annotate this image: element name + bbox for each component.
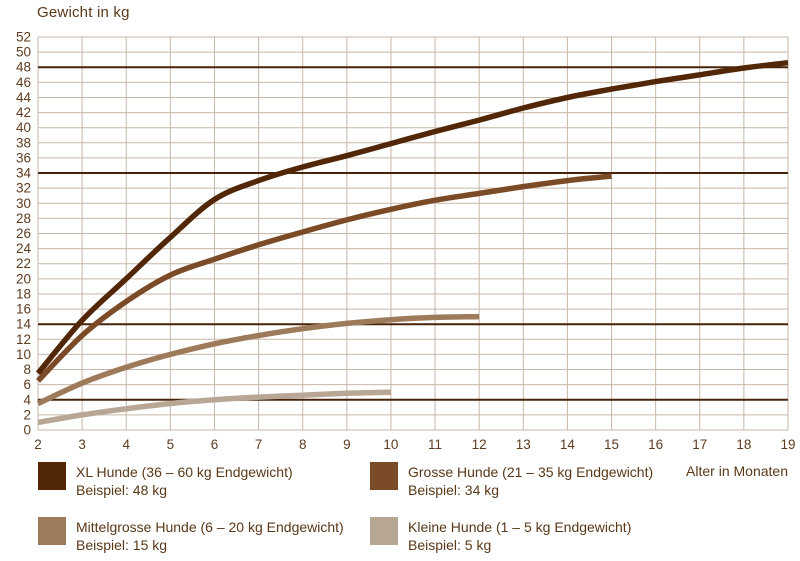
legend-swatch-kleine-hunde xyxy=(370,517,398,545)
legend-label-kleine-hunde: Kleine Hunde (1 – 5 kg Endgewicht) xyxy=(408,519,632,535)
x-axis-title: Alter in Monaten xyxy=(686,463,788,479)
y-tick-label: 44 xyxy=(16,90,32,105)
x-tick-label: 5 xyxy=(167,437,175,452)
x-tick-label: 10 xyxy=(383,437,398,452)
y-tick-label: 26 xyxy=(16,226,31,241)
y-tick-label: 52 xyxy=(16,30,31,45)
y-tick-label: 10 xyxy=(16,347,31,362)
legend-item-kleine-hunde: Kleine Hunde (1 – 5 kg Endgewicht) Beisp… xyxy=(370,517,631,554)
legend-example-mittelgrosse-hunde: Beispiel: 15 kg xyxy=(76,537,168,553)
x-tick-label: 11 xyxy=(428,437,442,452)
y-tick-label: 38 xyxy=(16,135,31,150)
x-tick-label: 14 xyxy=(560,437,576,452)
y-tick-label: 46 xyxy=(16,75,31,90)
x-tick-label: 8 xyxy=(299,437,307,452)
y-tick-label: 40 xyxy=(16,120,31,135)
legend-example-grosse-hunde: Beispiel: 34 kg xyxy=(408,482,500,498)
x-tick-label: 6 xyxy=(211,437,219,452)
legend-label-grosse-hunde: Grosse Hunde (21 – 35 kg Endgewicht) xyxy=(408,464,654,480)
y-tick-label: 14 xyxy=(16,317,32,332)
gridlines xyxy=(37,36,789,431)
y-tick-label: 22 xyxy=(16,256,31,271)
legend-example-kleine-hunde: Beispiel: 5 kg xyxy=(408,537,492,553)
x-tick-label: 3 xyxy=(78,437,86,452)
y-tick-label: 24 xyxy=(16,241,32,256)
legend-label-mittelgrosse-hunde: Mittelgrosse Hunde (6 – 20 kg Endgewicht… xyxy=(76,519,344,535)
legend-swatch-mittelgrosse-hunde xyxy=(38,517,66,545)
y-tick-label: 16 xyxy=(16,302,31,317)
reference-lines xyxy=(38,66,788,401)
y-tick-label: 6 xyxy=(23,377,31,392)
legend-example-xl-hunde: Beispiel: 48 kg xyxy=(76,482,168,498)
axis-tick-labels: 0246810121416182022242628303234363840424… xyxy=(16,30,796,453)
curve-kleine-hunde xyxy=(37,389,391,426)
y-axis-title: Gewicht in kg xyxy=(37,4,130,21)
x-tick-label: 18 xyxy=(736,437,751,452)
y-tick-label: 34 xyxy=(16,166,32,181)
x-tick-label: 12 xyxy=(472,437,487,452)
x-tick-label: 19 xyxy=(780,437,795,452)
y-tick-label: 2 xyxy=(23,407,31,422)
legend-item-mittelgrosse-hunde: Mittelgrosse Hunde (6 – 20 kg Endgewicht… xyxy=(38,517,344,554)
growth-curves xyxy=(35,59,789,426)
x-tick-label: 7 xyxy=(255,437,263,452)
x-tick-label: 9 xyxy=(343,437,351,452)
x-tick-label: 17 xyxy=(692,437,707,452)
x-tick-label: 16 xyxy=(648,437,663,452)
y-tick-label: 18 xyxy=(16,286,31,301)
y-tick-label: 42 xyxy=(16,105,31,120)
y-tick-label: 28 xyxy=(16,211,31,226)
y-tick-label: 50 xyxy=(16,45,31,60)
growth-chart-plot: 0246810121416182022242628303234363840424… xyxy=(16,30,796,453)
y-tick-label: 32 xyxy=(16,181,31,196)
legend-label-xl-hunde: XL Hunde (36 – 60 kg Endgewicht) xyxy=(76,464,293,480)
x-tick-label: 13 xyxy=(516,437,531,452)
x-tick-label: 15 xyxy=(604,437,619,452)
legend-item-xl-hunde: XL Hunde (36 – 60 kg Endgewicht) Beispie… xyxy=(38,462,293,499)
x-tick-label: 2 xyxy=(34,437,42,452)
legend-swatch-grosse-hunde xyxy=(370,462,398,490)
y-tick-label: 30 xyxy=(16,196,31,211)
curve-mittelgrosse-hunde xyxy=(36,313,480,407)
curve-xl-hunde xyxy=(35,59,789,376)
y-tick-label: 12 xyxy=(16,332,31,347)
y-tick-label: 36 xyxy=(16,150,31,165)
y-tick-label: 0 xyxy=(23,423,31,438)
y-tick-label: 48 xyxy=(16,60,31,75)
legend-item-grosse-hunde: Grosse Hunde (21 – 35 kg Endgewicht) Bei… xyxy=(370,462,653,499)
y-tick-label: 4 xyxy=(23,392,31,407)
curve-grosse-hunde xyxy=(36,173,612,383)
y-tick-label: 8 xyxy=(23,362,31,377)
x-tick-label: 4 xyxy=(122,437,130,452)
legend-swatch-xl-hunde xyxy=(38,462,66,490)
y-tick-label: 20 xyxy=(16,271,31,286)
